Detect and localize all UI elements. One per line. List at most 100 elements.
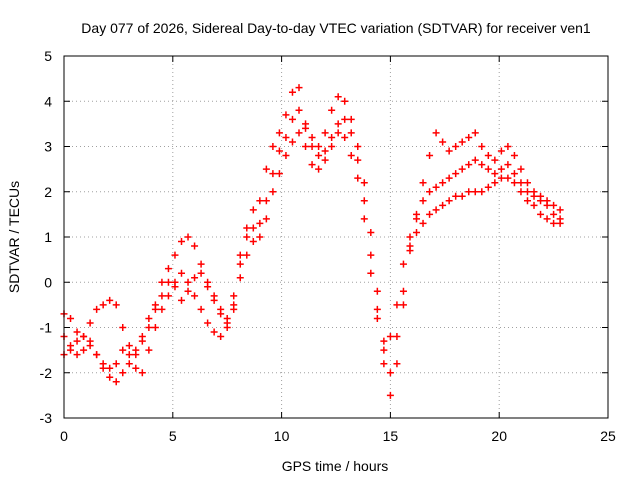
data-point bbox=[145, 324, 153, 331]
data-point bbox=[308, 143, 316, 150]
x-tick-label: 25 bbox=[600, 428, 616, 444]
data-point bbox=[138, 369, 146, 377]
data-point bbox=[184, 278, 192, 286]
y-tick-label: 5 bbox=[44, 48, 52, 64]
data-point bbox=[178, 238, 186, 246]
series-3 bbox=[60, 129, 564, 377]
series-2 bbox=[60, 106, 564, 359]
data-point bbox=[439, 138, 447, 146]
data-point bbox=[510, 179, 518, 187]
data-point bbox=[517, 179, 525, 187]
data-point bbox=[132, 351, 140, 359]
data-point bbox=[262, 215, 270, 223]
x-tick-label: 10 bbox=[274, 428, 290, 444]
data-point bbox=[302, 124, 310, 132]
data-point bbox=[269, 170, 277, 178]
data-point bbox=[191, 292, 199, 300]
data-point bbox=[80, 333, 88, 341]
data-point bbox=[458, 138, 466, 146]
data-point bbox=[491, 170, 499, 178]
data-point bbox=[530, 192, 538, 200]
data-point bbox=[452, 192, 460, 200]
data-point bbox=[523, 188, 531, 196]
data-point bbox=[550, 219, 558, 227]
plot-frame bbox=[63, 55, 609, 419]
data-point bbox=[171, 278, 179, 286]
data-point bbox=[537, 197, 545, 205]
data-point bbox=[106, 373, 114, 381]
data-point bbox=[288, 138, 296, 146]
data-point bbox=[132, 364, 140, 372]
data-point bbox=[360, 215, 368, 223]
data-point bbox=[236, 251, 244, 259]
data-point bbox=[93, 351, 101, 359]
data-point bbox=[347, 129, 355, 137]
data-point bbox=[164, 278, 172, 286]
data-point bbox=[432, 183, 440, 191]
data-point bbox=[393, 333, 401, 341]
data-point bbox=[360, 179, 368, 187]
x-tick-label: 0 bbox=[60, 428, 68, 444]
data-point bbox=[556, 206, 564, 214]
data-point bbox=[334, 120, 342, 128]
data-point bbox=[386, 391, 394, 399]
data-point bbox=[504, 161, 512, 169]
y-tick-label: -2 bbox=[40, 365, 53, 381]
data-point bbox=[452, 170, 460, 178]
data-point bbox=[367, 251, 375, 259]
x-tick-label: 20 bbox=[491, 428, 507, 444]
data-point bbox=[354, 156, 362, 164]
data-point bbox=[125, 342, 133, 350]
data-point bbox=[393, 360, 401, 368]
data-point bbox=[315, 165, 323, 173]
data-point bbox=[158, 292, 166, 300]
data-point bbox=[302, 143, 310, 150]
data-point bbox=[73, 351, 81, 359]
data-point bbox=[413, 228, 421, 236]
data-point bbox=[406, 233, 414, 241]
data-point bbox=[243, 233, 251, 241]
y-tick-label: 3 bbox=[44, 139, 52, 155]
data-point bbox=[445, 174, 453, 182]
data-point bbox=[315, 143, 323, 150]
data-point bbox=[321, 147, 329, 155]
data-point bbox=[315, 152, 323, 160]
data-point bbox=[210, 292, 218, 300]
data-point bbox=[243, 224, 251, 232]
data-point bbox=[517, 188, 525, 196]
data-point bbox=[523, 197, 531, 205]
data-point bbox=[550, 210, 558, 218]
data-point bbox=[262, 165, 270, 173]
data-point bbox=[282, 111, 290, 119]
x-axis-label: GPS time / hours bbox=[282, 458, 389, 474]
data-point bbox=[491, 156, 499, 164]
data-point bbox=[269, 143, 277, 150]
data-point bbox=[347, 152, 355, 160]
data-point bbox=[243, 251, 251, 259]
data-point bbox=[445, 147, 453, 155]
data-point bbox=[537, 210, 545, 218]
data-point bbox=[419, 179, 427, 187]
data-point bbox=[112, 360, 120, 368]
data-point bbox=[191, 274, 199, 282]
data-point bbox=[67, 314, 75, 322]
data-point bbox=[328, 143, 336, 150]
data-point bbox=[256, 219, 264, 227]
series-1 bbox=[60, 84, 564, 399]
data-point bbox=[178, 269, 186, 277]
data-point bbox=[452, 143, 460, 150]
data-point bbox=[517, 165, 525, 173]
data-point bbox=[86, 337, 94, 345]
data-point bbox=[484, 165, 492, 173]
data-point bbox=[217, 310, 225, 318]
data-point bbox=[419, 197, 427, 205]
data-point bbox=[556, 219, 564, 227]
data-point bbox=[458, 165, 466, 173]
data-point bbox=[288, 88, 296, 96]
data-point bbox=[341, 115, 349, 123]
data-point bbox=[223, 324, 231, 331]
data-point bbox=[497, 147, 505, 155]
data-point bbox=[471, 129, 479, 137]
data-point bbox=[406, 247, 414, 255]
